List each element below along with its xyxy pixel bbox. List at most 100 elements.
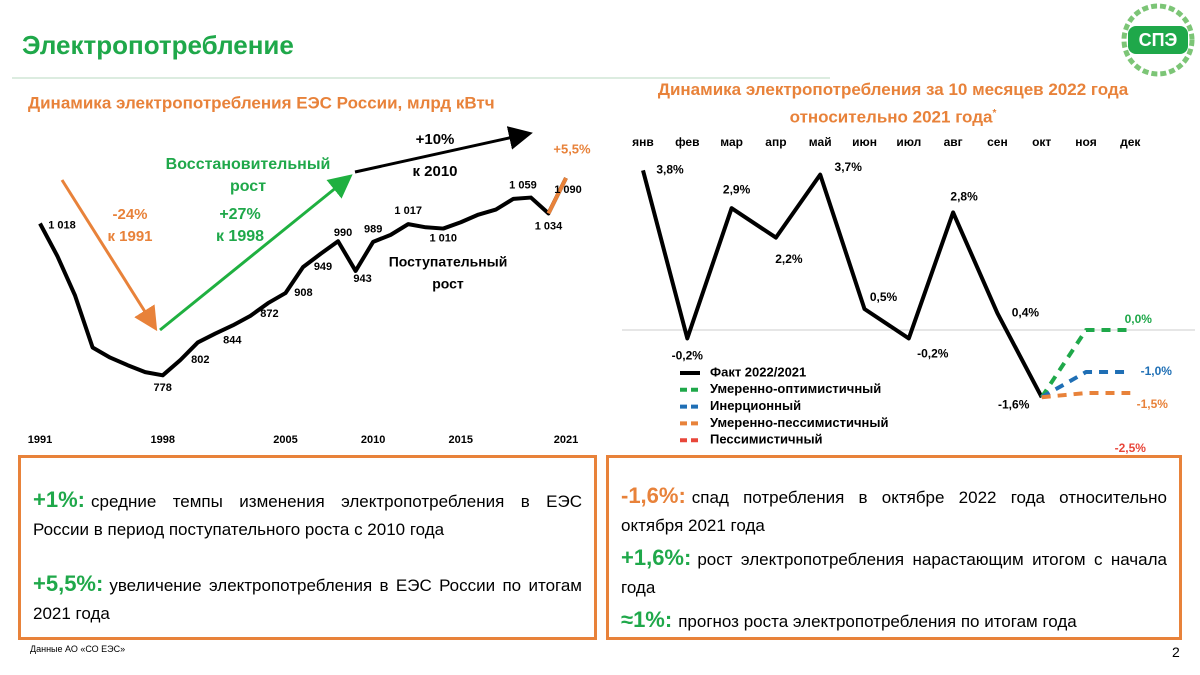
value-label: -1,6% [998, 397, 1030, 411]
note-lead: +1,6%: [621, 545, 692, 570]
slide-title: Электропотребление [22, 30, 294, 60]
note-text: рост электропотребления нарастающим итог… [621, 550, 1167, 597]
title-text: Динамика электропотребления за 10 месяце… [657, 80, 1129, 127]
line [1041, 391, 1131, 400]
value-label: -2,5% [1115, 441, 1147, 455]
value-label: 949 [314, 261, 332, 273]
source: Данные АО «СО ЕЭС» [30, 644, 126, 654]
x-tick-label: авг [944, 135, 963, 149]
annotation: Восстановительный [166, 156, 331, 173]
value-label: 3,8% [656, 163, 684, 177]
note-lead: -1,6%: [621, 483, 686, 508]
note-text: спад потребления в октябре 2022 года отн… [621, 488, 1167, 535]
x-tick-label: июн [852, 135, 877, 149]
annotation: рост [230, 178, 266, 195]
x-tick-label: окт [1032, 135, 1051, 149]
note-text: средние темпы изменения электропотреблен… [33, 492, 582, 539]
line [1040, 328, 1131, 399]
legend-label: Умеренно-оптимистичный [710, 381, 881, 396]
x-tick-label: дек [1120, 135, 1141, 149]
value-label: 908 [294, 287, 312, 299]
annotation: к 2010 [412, 163, 457, 180]
annotation: -24% [112, 206, 147, 223]
x-tick-label: 2021 [554, 434, 578, 446]
value-label: 802 [191, 354, 209, 366]
line [38, 177, 568, 378]
value-label: 0,5% [870, 290, 898, 304]
annotation: +27% [219, 206, 260, 223]
note: -1,6%: спад потребления в октябре 2022 го… [621, 482, 1167, 540]
legend-label: Пессимистичный [710, 432, 823, 447]
legend-label: Факт 2022/2021 [710, 364, 806, 379]
value-label: 1 034 [535, 220, 563, 232]
x-tick-label: сен [987, 135, 1008, 149]
logo-badge [1128, 26, 1188, 54]
annotation: Поступательный [389, 254, 508, 270]
value-label: 943 [353, 273, 371, 285]
line [1040, 370, 1131, 399]
note-box: -1,6%: спад потребления в октябре 2022 го… [606, 455, 1182, 640]
note-box: +1%: средние темпы изменения электропотре… [18, 455, 597, 640]
x-tick-label: 1998 [150, 434, 174, 446]
x-tick-label: янв [632, 135, 654, 149]
note: +1%: средние темпы изменения электропотре… [33, 486, 582, 544]
value-label: 989 [364, 224, 382, 236]
x-tick-label: 2005 [273, 434, 297, 446]
arrow [354, 126, 533, 174]
annotation: рост [432, 276, 464, 292]
line-segment [546, 177, 568, 215]
value-label: 2,9% [723, 182, 751, 196]
annotation: к 1998 [216, 228, 264, 245]
x-tick-label: мар [720, 135, 743, 149]
value-label: 990 [334, 227, 352, 239]
annotation: +5,5% [553, 141, 591, 156]
note-lead: +5,5%: [33, 571, 104, 596]
logo-ring [1121, 3, 1195, 77]
annotation: +10% [416, 131, 455, 148]
x-tick-label: 2010 [361, 434, 385, 446]
value-label: 778 [154, 382, 172, 394]
page-number: 2 [1172, 644, 1180, 660]
line [641, 169, 1044, 399]
value-label: 1 010 [430, 232, 458, 244]
x-tick-label: июл [896, 135, 921, 149]
value-label: -0,2% [672, 349, 704, 363]
value-label: 2,8% [950, 190, 978, 204]
legend-label: Инерционный [710, 398, 801, 413]
value-label: -1,5% [1137, 397, 1169, 411]
value-label: 3,7% [835, 160, 863, 174]
legend-label: Умеренно-пессимистичный [710, 415, 888, 430]
value-label: 0,4% [1012, 305, 1040, 319]
x-tick-label: май [809, 135, 832, 149]
note: ≈1%: прогноз роста электропотребления по … [621, 606, 1167, 636]
value-label: 2,2% [775, 252, 803, 266]
x-tick-label: 1991 [28, 434, 52, 446]
value-label: -0,2% [917, 347, 949, 361]
value-label: 844 [223, 334, 242, 346]
chart-title: Динамика электропотребления за 10 месяце… [608, 78, 1178, 130]
note: +1,6%: рост электропотребления нарастающи… [621, 544, 1167, 602]
logo-text: СПЭ [1139, 30, 1178, 50]
value-label: -1,0% [1141, 364, 1173, 378]
title-note: * [992, 108, 997, 119]
value-label: 1 017 [394, 205, 422, 217]
note-text: прогноз роста электропотребления по итог… [678, 612, 1077, 631]
value-label: 1 059 [509, 179, 537, 191]
x-tick-label: 2015 [449, 434, 473, 446]
annotation: к 1991 [107, 228, 152, 245]
note-lead: +1%: [33, 487, 85, 512]
value-label: 1 090 [554, 184, 582, 196]
note: +5,5%: увеличение электропотребления в ЕЭ… [33, 570, 582, 628]
note-text: увеличение электропотребления в ЕЭС Росс… [33, 576, 582, 623]
x-tick-label: апр [765, 135, 786, 149]
value-label: 0,0% [1125, 312, 1153, 326]
x-tick-label: ноя [1075, 135, 1096, 149]
arrow [60, 179, 158, 332]
chart-title: Динамика электропотребления ЕЭС России, … [28, 93, 495, 112]
value-label: 872 [260, 308, 278, 320]
note-lead: ≈1%: [621, 607, 673, 632]
value-label: 1 018 [48, 219, 76, 231]
x-tick-label: фев [675, 135, 699, 149]
